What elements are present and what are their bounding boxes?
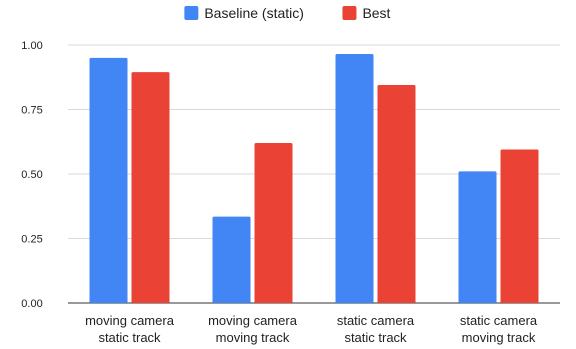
legend-swatch (342, 6, 357, 20)
bar-baseline (212, 216, 251, 303)
legend-label: Best (362, 5, 390, 21)
x-tick-label: moving track (216, 330, 290, 345)
x-tick-label: static camera (460, 313, 538, 328)
x-tick-label: static track (344, 330, 407, 345)
bar-best (254, 143, 293, 303)
x-tick-label: moving camera (208, 313, 298, 328)
x-tick-label: static camera (337, 313, 415, 328)
x-tick-label: static track (98, 330, 161, 345)
legend-label: Baseline (static) (204, 5, 304, 21)
y-tick-label: 0.75 (21, 105, 42, 117)
bar-best (131, 72, 170, 303)
legend-swatch (184, 6, 199, 20)
x-tick-label: moving track (462, 330, 536, 345)
bar-baseline (89, 57, 128, 304)
bar-best (377, 84, 416, 304)
bar-baseline (458, 171, 497, 303)
y-tick-label: 0.50 (21, 169, 42, 181)
bar-best (500, 149, 539, 303)
y-tick-label: 1.00 (21, 40, 42, 52)
y-tick-label: 0.25 (21, 234, 42, 246)
bar-baseline (335, 54, 374, 303)
y-tick-label: 0.00 (21, 298, 42, 310)
x-tick-label: moving camera (85, 313, 175, 328)
